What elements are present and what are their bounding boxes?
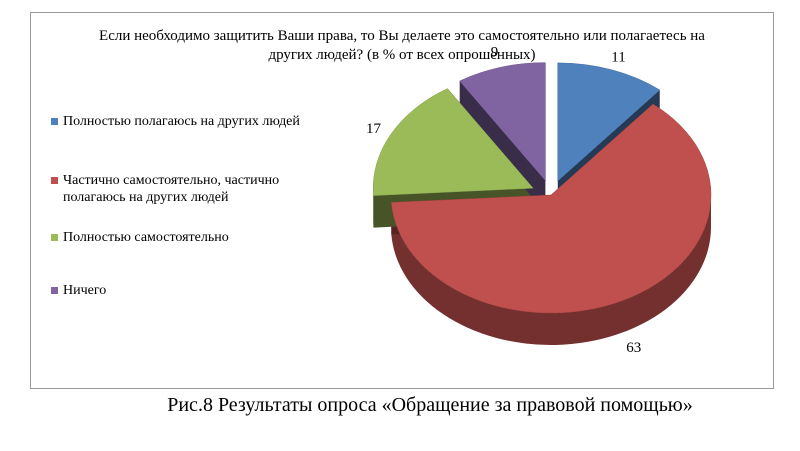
chart-frame: Если необходимо защитить Ваши права, то …	[30, 12, 774, 389]
pie-slice-partially	[391, 103, 712, 314]
legend-item-self: Полностью самостоятельно	[51, 229, 321, 246]
figure-caption: Рис.8 Результаты опроса «Обращение за пр…	[167, 394, 693, 416]
legend-label-self: Полностью самостоятельно	[63, 230, 229, 245]
pie-slice-nothing	[459, 62, 546, 182]
legend-item-partially: Частично самостоятельно, частично полага…	[51, 172, 321, 224]
legend-swatch-partially	[51, 177, 58, 184]
data-label-partially: 63	[626, 340, 641, 356]
pie-wall-partially	[391, 195, 711, 345]
data-label-self: 17	[366, 121, 382, 137]
pie-slice-self	[372, 88, 534, 196]
legend-swatch-self	[51, 234, 58, 241]
legend-item-rely-on-others: Полностью полагаюсь на других людей	[51, 113, 321, 149]
pie-chart: 11 63 17 9	[366, 44, 712, 356]
legend-swatch-nothing	[51, 287, 58, 294]
chart-title: Если необходимо защитить Ваши права, то …	[99, 28, 705, 63]
legend-label-rely-on-others: Полностью полагаюсь на других людей	[63, 114, 300, 129]
legend-label-nothing: Ничего	[63, 283, 107, 298]
legend-label-partially: Частично самостоятельно, частично полага…	[63, 173, 280, 205]
legend-item-nothing: Ничего	[51, 282, 321, 299]
data-label-nothing: 9	[491, 44, 499, 60]
data-label-rely-on-others: 11	[611, 50, 625, 66]
pie-slice-rely-on-others	[557, 62, 661, 182]
legend-swatch-rely-on-others	[51, 118, 58, 125]
chart-legend: Полностью полагаюсь на других людей Част…	[51, 113, 321, 299]
